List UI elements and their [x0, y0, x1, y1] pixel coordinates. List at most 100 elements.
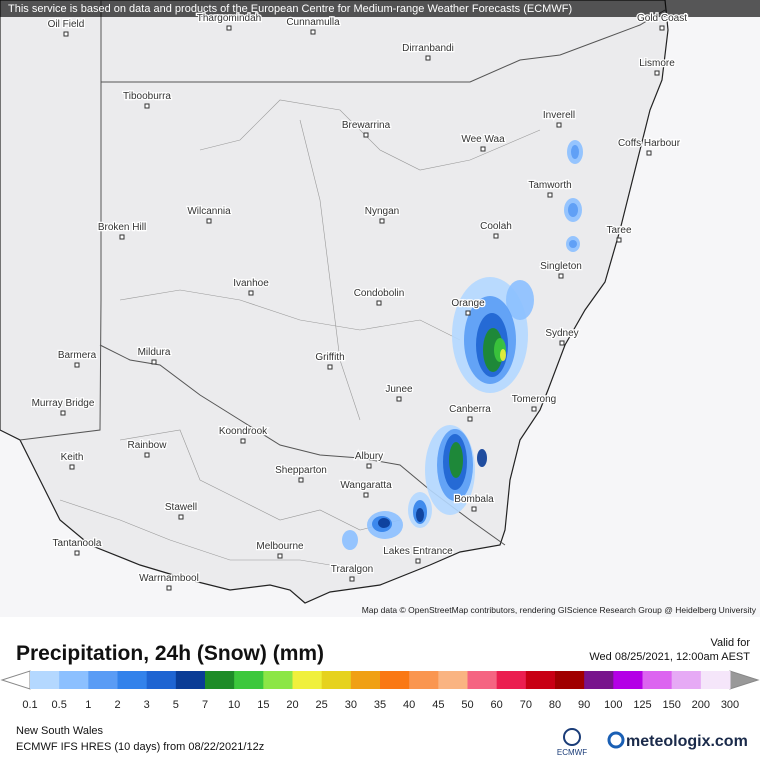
- legend-label: 0.1: [22, 699, 37, 711]
- legend-label: 80: [549, 699, 561, 711]
- place-label: Bombala: [454, 494, 494, 505]
- place-marker: [480, 146, 486, 152]
- attribution: Map data © OpenStreetMap contributors, r…: [362, 605, 757, 615]
- valid-label: Valid for: [710, 637, 750, 649]
- legend-title: Precipitation, 24h (Snow) (mm): [16, 642, 324, 665]
- place-marker: [471, 506, 477, 512]
- place-label: Orange: [451, 298, 485, 309]
- place-label: Tibooburra: [123, 91, 171, 102]
- place-label: Lismore: [639, 58, 675, 69]
- place-label: Tomerong: [512, 394, 556, 405]
- legend-swatch: [613, 671, 643, 689]
- place-label: Inverell: [543, 110, 575, 121]
- place-marker: [144, 103, 150, 109]
- legend-label: 100: [604, 699, 622, 711]
- snow-area: [571, 145, 579, 159]
- place-marker: [547, 192, 553, 198]
- site-icon: [607, 731, 625, 749]
- place-marker: [363, 132, 369, 138]
- snow-area: [569, 240, 577, 248]
- legend-swatch: [496, 671, 527, 689]
- place-marker: [531, 406, 537, 412]
- place-label: Junee: [385, 384, 413, 395]
- legend-label: 0.5: [52, 699, 67, 711]
- legend-label: 2: [114, 699, 120, 711]
- valid-time: Wed 08/25/2021, 12:00am AEST: [589, 651, 750, 663]
- place-marker: [467, 416, 473, 422]
- place-marker: [298, 477, 304, 483]
- legend-swatch: [88, 671, 118, 689]
- place-label: Coffs Harbour: [618, 138, 681, 149]
- legend-label: 10: [228, 699, 240, 711]
- legend-label: 30: [345, 699, 357, 711]
- legend-swatch: [321, 671, 352, 689]
- model-run: ECMWF IFS HRES (10 days) from 08/22/2021…: [16, 741, 264, 753]
- place-marker: [616, 237, 622, 243]
- legend-swatch: [205, 671, 235, 689]
- region: New South Wales: [16, 725, 104, 737]
- place-label: Koondrook: [219, 426, 268, 437]
- place-marker: [556, 122, 562, 128]
- legend-swatch: [263, 671, 293, 689]
- legend-label: 7: [202, 699, 208, 711]
- snow-area: [416, 508, 424, 522]
- place-label: Taree: [606, 225, 631, 236]
- legend-label: 3: [144, 699, 150, 711]
- legend-swatch: [525, 671, 556, 689]
- legend-label: 90: [578, 699, 590, 711]
- place-label: Dirranbandi: [402, 43, 454, 54]
- legend-over: [729, 670, 760, 690]
- place-marker: [646, 150, 652, 156]
- place-marker: [559, 340, 565, 346]
- place-marker: [654, 70, 660, 76]
- legend-swatch: [234, 671, 264, 689]
- legend-swatch: [409, 671, 439, 689]
- legend-swatch: [467, 671, 498, 689]
- legend-swatch: [700, 671, 731, 689]
- place-marker: [166, 585, 172, 591]
- place-label: Warrnambool: [139, 573, 199, 584]
- place-label: Coolah: [480, 221, 512, 232]
- place-marker: [425, 55, 431, 61]
- legend-swatch: [438, 671, 468, 689]
- place-marker: [74, 550, 80, 556]
- place-marker: [363, 492, 369, 498]
- place-marker: [226, 25, 232, 31]
- place-label: Wilcannia: [187, 206, 231, 217]
- snow-area: [342, 530, 358, 550]
- place-marker: [248, 290, 254, 296]
- legend-swatch: [292, 671, 323, 689]
- snow-area: [378, 518, 390, 528]
- place-marker: [206, 218, 212, 224]
- place-marker: [310, 29, 316, 35]
- place-label: Albury: [355, 451, 383, 462]
- legend-label: 25: [316, 699, 328, 711]
- place-marker: [465, 310, 471, 316]
- place-label: Broken Hill: [98, 222, 146, 233]
- place-marker: [659, 25, 665, 31]
- legend-label: 20: [286, 699, 298, 711]
- place-marker: [240, 438, 246, 444]
- legend-swatch: [380, 671, 410, 689]
- place-marker: [376, 300, 382, 306]
- place-label: Wee Waa: [461, 134, 505, 145]
- place-marker: [69, 464, 75, 470]
- legend-label: 50: [461, 699, 473, 711]
- place-label: Thargomindah: [197, 13, 261, 24]
- place-marker: [63, 31, 69, 37]
- snow-field: [342, 140, 583, 550]
- place-label: Murray Bridge: [32, 398, 95, 409]
- place-label: Brewarrina: [342, 120, 391, 131]
- legend-swatch: [642, 671, 673, 689]
- legend-label: 300: [721, 699, 739, 711]
- place-label: Canberra: [449, 404, 491, 415]
- place-label: Melbourne: [256, 541, 304, 552]
- place-label: Ivanhoe: [233, 278, 269, 289]
- ecmwf-logo: ECMWF: [557, 748, 587, 757]
- place-marker: [119, 234, 125, 240]
- place-label: Tamworth: [528, 180, 571, 191]
- legend-label: 60: [491, 699, 503, 711]
- place-marker: [379, 218, 385, 224]
- place-label: Gold Coast: [637, 13, 687, 24]
